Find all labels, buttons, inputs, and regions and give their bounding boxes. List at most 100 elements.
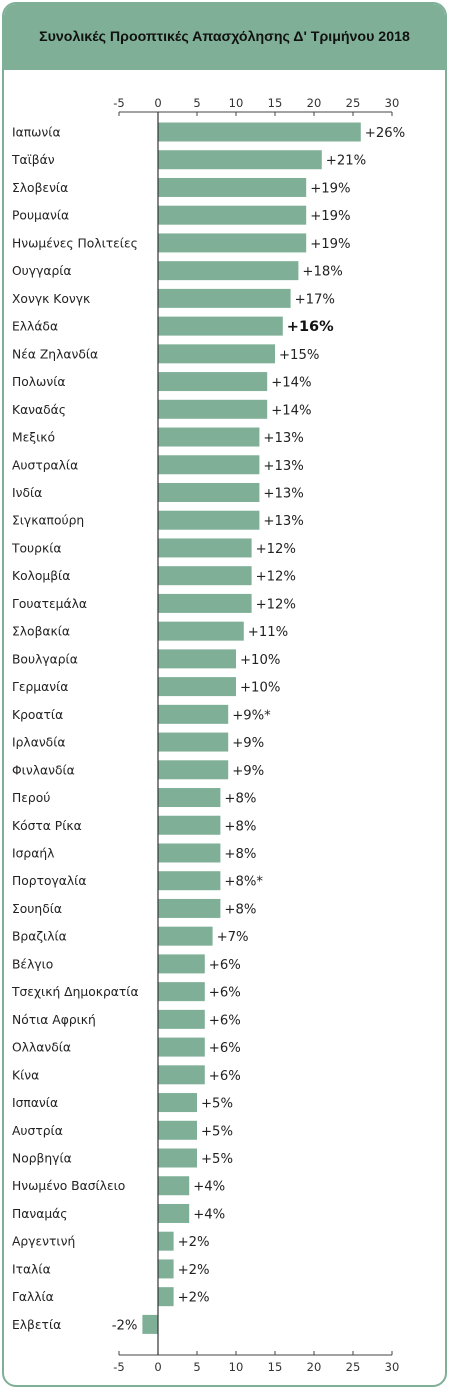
bottom-tick-label: 10 [229, 1360, 244, 1374]
bar [158, 1287, 174, 1307]
value-label: +5% [201, 1097, 233, 1112]
bar [158, 1065, 205, 1085]
value-label: +6% [209, 1013, 241, 1028]
value-label: +10% [240, 653, 280, 668]
chart-title: Συνολικές Προοπτικές Απασχόλησης Δ' Τριμ… [39, 29, 410, 45]
value-label: +6% [209, 986, 241, 1001]
value-label: +26% [365, 126, 405, 141]
category-label: Ηνωμένο Βασίλειο [12, 1179, 125, 1193]
value-label: +13% [263, 431, 303, 446]
value-label: +4% [193, 1207, 225, 1222]
bar [158, 177, 307, 197]
bar [158, 205, 307, 225]
category-label: Σλοβακία [12, 625, 70, 639]
category-label: Ιρλανδία [12, 736, 65, 750]
value-label: +8% [224, 792, 256, 807]
bar [158, 1231, 174, 1251]
bottom-tick-label: 0 [154, 1360, 161, 1374]
category-label: Νέα Ζηλανδία [12, 347, 98, 361]
bar [158, 677, 236, 697]
value-label: +6% [209, 958, 241, 973]
category-label: Ταϊβάν [11, 153, 55, 167]
category-label: Γαλλία [12, 1290, 54, 1304]
category-label: Ουγγαρία [12, 264, 72, 278]
bar [158, 288, 291, 308]
category-label: Τουρκία [11, 541, 61, 555]
value-label: +12% [256, 542, 296, 557]
bar [158, 122, 361, 142]
bar [158, 815, 221, 835]
bar [158, 704, 229, 724]
value-label: +16% [287, 319, 334, 335]
category-label: Σλοβενία [12, 181, 68, 195]
value-label: +14% [271, 376, 311, 391]
top-tick-label: 20 [307, 96, 322, 110]
value-label: +11% [248, 625, 288, 640]
bar [158, 372, 268, 392]
category-label: Αργεντινή [12, 1235, 75, 1249]
category-label: Περού [12, 791, 50, 805]
value-label: +8% [224, 847, 256, 862]
bar [158, 732, 229, 752]
bar [158, 649, 236, 669]
bar [158, 593, 252, 613]
value-label: +14% [271, 403, 311, 418]
bottom-tick-label: 5 [193, 1360, 200, 1374]
top-tick-label: 0 [154, 96, 161, 110]
chart-header: Συνολικές Προοπτικές Απασχόλησης Δ' Τριμ… [4, 4, 445, 70]
bar [158, 760, 229, 780]
top-tick-label: 5 [193, 96, 200, 110]
bar [158, 1259, 174, 1279]
value-label: +18% [302, 265, 342, 280]
bottom-tick-label: 20 [307, 1360, 322, 1374]
value-label: +6% [209, 1069, 241, 1084]
category-label: Ισραήλ [12, 846, 54, 860]
bar [158, 233, 307, 253]
value-label: +17% [295, 292, 335, 307]
top-tick-label: 30 [385, 96, 400, 110]
category-label: Ιταλία [12, 1262, 51, 1276]
category-label: Νορβηγία [12, 1152, 72, 1166]
value-label: +2% [178, 1291, 210, 1306]
bar [158, 843, 221, 863]
value-label: +12% [256, 597, 296, 612]
bottom-tick-label: 25 [346, 1360, 361, 1374]
value-label: +2% [178, 1263, 210, 1278]
value-label: -2% [112, 1318, 138, 1333]
value-label: +19% [310, 209, 350, 224]
category-label: Γερμανία [12, 680, 68, 694]
bar [158, 1009, 205, 1029]
value-label: +10% [240, 681, 280, 696]
bar [158, 871, 221, 891]
bar [158, 1176, 190, 1196]
bar [158, 1148, 197, 1168]
value-label: +8%* [224, 875, 263, 890]
category-label: Ελλάδα [12, 320, 58, 334]
bar [158, 621, 244, 641]
bottom-tick-label: -5 [113, 1360, 124, 1374]
category-label: Μεξικό [12, 431, 55, 445]
category-label: Ρουμανία [12, 209, 69, 223]
bar [158, 538, 252, 558]
category-label: Ιαπωνία [12, 126, 61, 140]
bottom-tick-label: 15 [268, 1360, 283, 1374]
bar [158, 954, 205, 974]
value-label: +21% [326, 154, 366, 169]
bar [158, 344, 275, 364]
value-label: +15% [279, 348, 319, 363]
value-label: +9%* [232, 708, 271, 723]
category-label: Ινδία [12, 486, 42, 500]
bar [158, 898, 221, 918]
top-tick-label: -5 [113, 96, 124, 110]
category-label: Τσεχική Δημοκρατία [11, 985, 139, 999]
bar [158, 150, 322, 170]
category-label: Βέλγιο [12, 957, 53, 971]
top-tick-label: 15 [268, 96, 283, 110]
value-label: +8% [224, 819, 256, 834]
category-label: Καναδάς [12, 403, 66, 417]
top-tick-label: 10 [229, 96, 244, 110]
value-label: +5% [201, 1152, 233, 1167]
value-label: +19% [310, 237, 350, 252]
category-label: Πολωνία [12, 375, 65, 389]
